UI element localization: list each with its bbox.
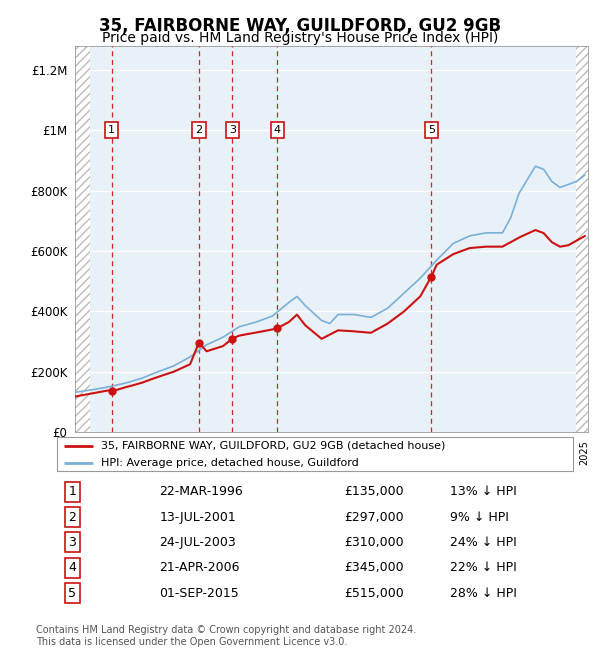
Text: 2: 2: [68, 511, 76, 524]
Text: 13-JUL-2001: 13-JUL-2001: [160, 511, 236, 524]
Text: 3: 3: [68, 536, 76, 549]
Text: 1: 1: [108, 125, 115, 135]
Text: £345,000: £345,000: [344, 562, 404, 575]
Text: 22% ↓ HPI: 22% ↓ HPI: [450, 562, 517, 575]
Text: Contains HM Land Registry data © Crown copyright and database right 2024.
This d: Contains HM Land Registry data © Crown c…: [36, 625, 416, 647]
FancyBboxPatch shape: [56, 437, 574, 471]
Bar: [577, 46, 588, 432]
Text: 2: 2: [196, 125, 203, 135]
Text: 1: 1: [68, 485, 76, 498]
Bar: [75, 46, 90, 432]
Text: £310,000: £310,000: [344, 536, 404, 549]
Text: 3: 3: [229, 125, 236, 135]
Text: £135,000: £135,000: [344, 485, 404, 498]
Text: 4: 4: [68, 562, 76, 575]
Text: 5: 5: [428, 125, 435, 135]
Text: 01-SEP-2015: 01-SEP-2015: [160, 586, 239, 599]
Text: 35, FAIRBORNE WAY, GUILDFORD, GU2 9GB: 35, FAIRBORNE WAY, GUILDFORD, GU2 9GB: [99, 17, 501, 35]
Text: £297,000: £297,000: [344, 511, 404, 524]
Text: 5: 5: [68, 586, 76, 599]
Text: 35, FAIRBORNE WAY, GUILDFORD, GU2 9GB (detached house): 35, FAIRBORNE WAY, GUILDFORD, GU2 9GB (d…: [101, 441, 445, 450]
Text: 9% ↓ HPI: 9% ↓ HPI: [450, 511, 509, 524]
Text: 13% ↓ HPI: 13% ↓ HPI: [450, 485, 517, 498]
Text: 21-APR-2006: 21-APR-2006: [160, 562, 240, 575]
Text: Price paid vs. HM Land Registry's House Price Index (HPI): Price paid vs. HM Land Registry's House …: [102, 31, 498, 45]
Text: 24% ↓ HPI: 24% ↓ HPI: [450, 536, 517, 549]
Text: 24-JUL-2003: 24-JUL-2003: [160, 536, 236, 549]
Text: 28% ↓ HPI: 28% ↓ HPI: [450, 586, 517, 599]
Text: HPI: Average price, detached house, Guildford: HPI: Average price, detached house, Guil…: [101, 458, 359, 468]
Text: £515,000: £515,000: [344, 586, 404, 599]
Text: 4: 4: [274, 125, 281, 135]
Text: 22-MAR-1996: 22-MAR-1996: [160, 485, 244, 498]
